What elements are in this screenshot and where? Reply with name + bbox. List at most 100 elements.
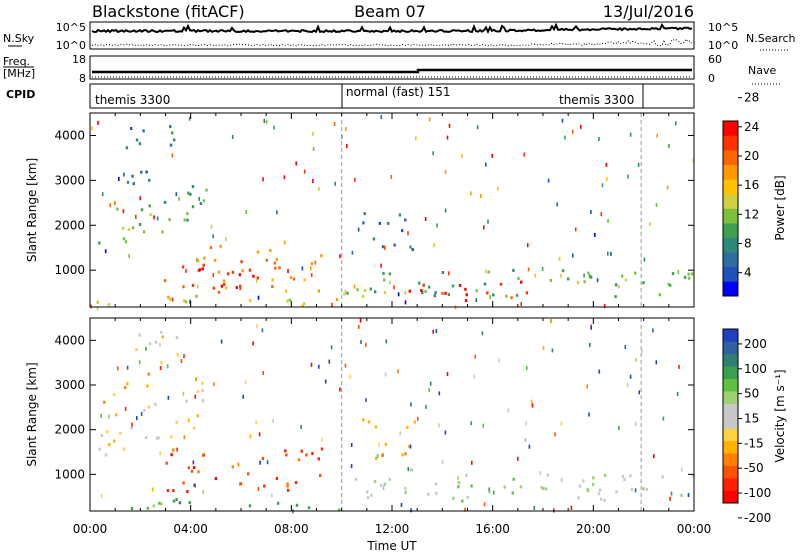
nsky-label: N.Sky	[3, 32, 35, 45]
velocity-heat-noise	[300, 424, 302, 429]
cpid-label: CPID	[6, 88, 35, 101]
velocity-heat-cell	[156, 436, 159, 440]
power-heat-cell	[256, 276, 259, 280]
velocity-heat-noise	[464, 507, 466, 512]
power-heat-cell	[169, 143, 173, 147]
power-heat-cell	[587, 271, 590, 275]
velocity-heat-cell	[286, 482, 289, 486]
velocity-heat-noise	[344, 363, 347, 368]
power-heat-cell	[667, 282, 670, 286]
velocity-heat-cell	[384, 442, 388, 446]
colorbar-swatch	[723, 223, 738, 238]
power-heat-noise	[656, 133, 658, 138]
nave-right-tick-top: 60	[708, 53, 722, 66]
velocity-heat-noise	[252, 341, 254, 346]
power-heat-noise	[295, 161, 297, 166]
velocity-heat-cell	[546, 473, 549, 477]
velocity-heat-cell	[172, 448, 175, 452]
velocity-heat-noise	[638, 390, 641, 395]
y-tick-label: 2000	[54, 218, 85, 232]
power-heat-noise	[312, 179, 314, 183]
colorbar-swatch	[723, 428, 738, 442]
power-heat-noise	[265, 119, 268, 124]
velocity-heat-noise	[385, 339, 388, 344]
velocity-heat-cell	[192, 466, 196, 470]
velocity-heat-cell	[362, 418, 365, 422]
power-heat-noise	[380, 263, 382, 268]
colorbar-swatch	[723, 208, 738, 224]
velocity-heat-cell	[577, 496, 580, 500]
velocity-heat-cell	[629, 474, 632, 478]
colorbar-swatch	[723, 150, 738, 166]
y-tick-label: 3000	[54, 173, 85, 187]
power-heat-noise	[447, 271, 450, 276]
velocity-heat-cell	[201, 381, 204, 385]
velocity-heat-cell	[138, 333, 141, 337]
power-heat-cell	[434, 291, 437, 295]
velocity-heat-noise	[324, 379, 327, 384]
power-heat-cell	[589, 275, 593, 279]
power-heat-cell	[372, 237, 376, 241]
velocity-heat-cell	[112, 393, 116, 397]
power-heat-noise	[104, 249, 107, 254]
velocity-heat-noise	[407, 467, 410, 472]
y-tick-label: 1000	[54, 467, 85, 481]
power-heat-noise	[397, 292, 400, 297]
power-heat-cell	[687, 272, 690, 276]
velocity-heat-noise	[525, 421, 527, 426]
velocity-heat-cell	[103, 400, 106, 404]
velocity-colorbar: 200 100 50 15 -15 -50 -100 -200 Velocity [m s⁻¹…	[722, 328, 787, 525]
power-heat-noise	[610, 251, 612, 256]
velocity-heat-noise	[328, 359, 331, 364]
power-heat-cell	[203, 256, 206, 260]
nave-label: Nave	[748, 64, 776, 77]
power-heat-cell	[421, 291, 424, 295]
power-heat-cell	[634, 271, 637, 275]
power-heat-cell	[388, 272, 392, 276]
power-heat-noise	[393, 285, 395, 290]
velocity-heat-noise	[213, 382, 215, 387]
power-heat-cell	[499, 282, 503, 286]
colorbar-swatch	[723, 478, 738, 491]
velocity-heat-noise	[652, 328, 654, 333]
velocity-heat-cell	[623, 478, 626, 482]
velocity-heat-noise	[159, 366, 162, 370]
velocity-heat-noise	[237, 462, 240, 467]
velocity-heat-noise	[425, 404, 427, 409]
power-heat-cell	[383, 291, 387, 295]
velocity-heat-cell	[276, 501, 280, 505]
velocity-heat-cell	[465, 473, 468, 477]
y-tick-label: 1000	[54, 263, 85, 277]
power-heat-cell	[126, 180, 130, 184]
velocity-heat-noise	[378, 442, 380, 447]
velocity-heat-noise	[446, 372, 449, 377]
power-heat-cell	[226, 272, 230, 276]
velocity-heat-cell	[113, 439, 116, 443]
power-heat-noise	[339, 254, 341, 259]
power-heat-cell	[148, 204, 151, 208]
power-heat-noise	[310, 266, 312, 271]
velocity-heat-noise	[589, 342, 591, 347]
power-heat-cell	[387, 221, 390, 225]
velocity-heat-cell	[388, 477, 391, 481]
power-heat-cell	[517, 277, 520, 280]
velocity-heat-cell	[408, 445, 411, 448]
power-heat-cell	[131, 174, 134, 178]
velocity-heat-noise	[417, 416, 419, 421]
colorbar-swatch	[723, 121, 738, 136]
power-heat-noise	[273, 125, 275, 130]
velocity-heat-noise	[590, 325, 592, 330]
velocity-heat-cell	[354, 477, 358, 481]
velocity-heat-noise	[655, 360, 658, 365]
velocity-heat-noise	[429, 381, 432, 386]
velocity-heat-noise	[488, 487, 490, 492]
power-heat-cell	[303, 278, 306, 282]
power-heat-cell	[138, 223, 142, 226]
velocity-heat-noise	[438, 391, 441, 396]
power-heat-cell	[441, 291, 444, 295]
velocity-heat-noise	[481, 331, 484, 336]
velocity-heat-cell	[196, 414, 199, 418]
power-heat-cell	[148, 178, 151, 182]
velocity-heat-noise	[471, 460, 473, 465]
power-heat-cell	[168, 218, 171, 222]
